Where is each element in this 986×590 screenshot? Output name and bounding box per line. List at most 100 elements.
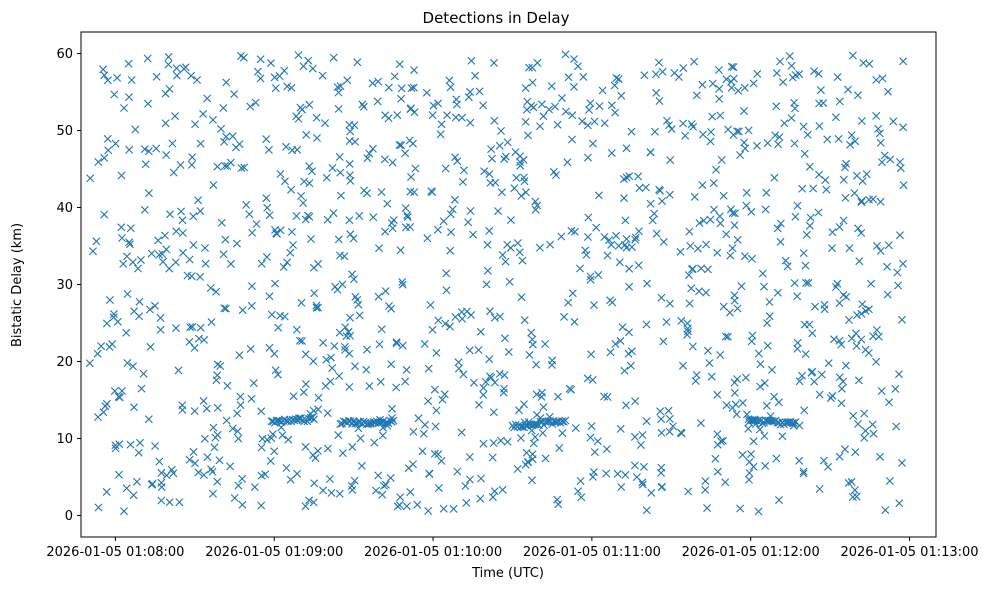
detection-point (122, 328, 131, 337)
detection-point (100, 210, 109, 219)
detection-point (691, 377, 700, 385)
detection-point (137, 384, 146, 393)
detection-point (125, 238, 134, 247)
detection-point (892, 422, 901, 431)
detection-point (380, 481, 388, 490)
detection-point (178, 229, 187, 237)
detection-point (323, 444, 332, 453)
detection-point (652, 229, 661, 238)
detection-point (642, 417, 651, 426)
detection-point (553, 495, 562, 504)
detection-point (721, 332, 730, 341)
detection-point (708, 79, 717, 88)
detection-point (185, 337, 194, 346)
detection-point (190, 407, 199, 416)
detection-point (428, 325, 437, 334)
detection-point (659, 337, 668, 346)
detection-point (622, 243, 631, 252)
detection-point (592, 223, 601, 232)
detection-point (351, 362, 359, 371)
detection-point (165, 498, 174, 507)
detection-point (872, 76, 881, 84)
detection-point (835, 373, 844, 382)
detection-point (213, 430, 222, 439)
detection-point (125, 93, 133, 102)
detection-point (452, 100, 461, 109)
detection-point (521, 117, 530, 126)
detection-point (851, 448, 860, 457)
detection-point (196, 139, 205, 148)
detection-point (520, 316, 529, 325)
detection-point (341, 346, 349, 354)
detection-point (383, 199, 392, 208)
detection-point (299, 388, 308, 397)
detection-point (250, 483, 259, 492)
detection-point (355, 211, 364, 220)
detection-point (765, 298, 774, 306)
detection-point (733, 375, 742, 384)
detection-point (606, 296, 615, 305)
detection-point (325, 475, 334, 483)
detection-point (209, 115, 217, 124)
detection-point (545, 105, 554, 114)
detection-point (774, 140, 783, 149)
detection-point (701, 477, 710, 486)
detection-point (251, 98, 260, 107)
detection-point (799, 249, 808, 258)
detection-point (513, 465, 522, 473)
detection-point (389, 216, 398, 225)
detection-point (372, 486, 380, 495)
detection-point (747, 450, 755, 459)
detection-point (130, 403, 138, 412)
detection-point (600, 119, 609, 128)
detection-point (439, 504, 448, 513)
detection-point (646, 199, 655, 208)
detection-point (373, 97, 382, 106)
detection-point (568, 289, 577, 298)
detection-point (883, 262, 892, 271)
detection-point (808, 329, 817, 338)
detection-point (837, 384, 846, 393)
detection-point (819, 99, 828, 108)
detection-point (118, 234, 126, 242)
detection-point (156, 313, 165, 322)
detection-point (828, 391, 837, 400)
detection-point (310, 479, 319, 488)
detection-point (719, 436, 727, 445)
detection-point (485, 355, 494, 364)
detection-point (721, 478, 730, 487)
detection-point (595, 102, 604, 111)
detection-point (498, 251, 507, 259)
detection-point (603, 251, 612, 260)
detection-point (815, 122, 824, 130)
detection-point (287, 185, 296, 194)
detection-point (560, 312, 569, 321)
detection-point (280, 312, 289, 321)
detection-point (213, 360, 222, 369)
detection-point (267, 310, 276, 319)
detection-point (579, 72, 588, 81)
detection-point (570, 82, 578, 91)
detection-point (665, 299, 674, 308)
detection-point (851, 137, 860, 146)
detection-point (94, 158, 103, 166)
detection-point (301, 442, 310, 451)
detection-point (213, 477, 222, 486)
detection-point (247, 301, 256, 310)
detection-point (734, 86, 743, 95)
detection-point (740, 83, 749, 92)
detection-point (420, 339, 429, 348)
detection-point (874, 124, 883, 133)
detection-point (677, 316, 686, 325)
detection-point (729, 131, 738, 139)
detection-point (772, 69, 781, 78)
detection-point (711, 454, 720, 463)
detection-point (834, 134, 843, 143)
detection-point (638, 431, 647, 439)
detection-point (713, 390, 722, 399)
detection-point (893, 268, 902, 277)
detection-point (880, 151, 889, 160)
detection-point (740, 252, 749, 261)
detection-point (557, 232, 566, 241)
detection-point (658, 482, 666, 491)
